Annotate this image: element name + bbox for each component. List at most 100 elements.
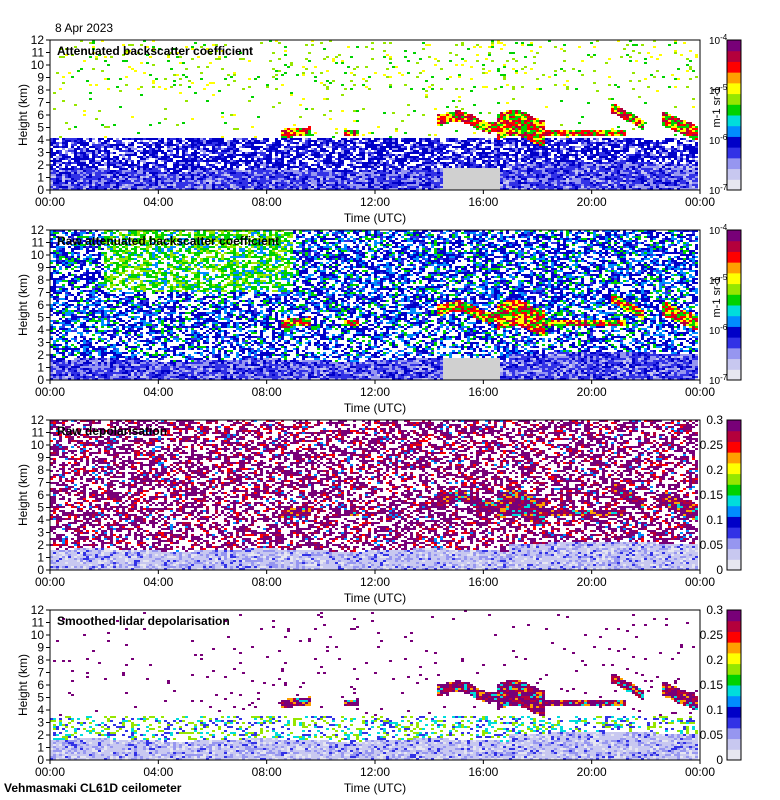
y-tick-label: 10 bbox=[31, 628, 45, 642]
y-tick-label: 2 bbox=[37, 538, 44, 552]
heatmap-panel: Attenuated backscatter coefficient012345… bbox=[16, 33, 742, 225]
y-tick-label: 8 bbox=[37, 463, 44, 477]
x-axis-label: Time (UTC) bbox=[344, 781, 406, 795]
x-tick-label: 16:00 bbox=[468, 765, 498, 779]
colorbar-frame bbox=[726, 229, 742, 381]
colorbar-segment bbox=[727, 93, 741, 105]
colorbar-segment bbox=[727, 262, 741, 274]
colorbar-segment bbox=[727, 347, 741, 360]
heatmap-cells bbox=[50, 420, 698, 570]
colorbar-segment bbox=[727, 230, 741, 242]
colorbar: 10-7 10-6 10-5 10-4 m-1 sr-1 bbox=[709, 223, 742, 387]
panel-title: Attenuated backscatter coefficient bbox=[57, 44, 253, 58]
colorbar-segment bbox=[727, 168, 741, 180]
colorbar-segment bbox=[727, 251, 741, 263]
x-tick-label: 00:00 bbox=[685, 765, 715, 779]
x-tick-label: 16:00 bbox=[468, 195, 498, 209]
colorbar-tick-label: 0 bbox=[716, 753, 723, 767]
y-tick-label: 7 bbox=[37, 286, 44, 300]
colorbar-tick-label: 0.2 bbox=[706, 463, 723, 477]
x-tick-label: 04:00 bbox=[143, 765, 173, 779]
colorbar-segment bbox=[727, 125, 741, 137]
y-tick-label: 9 bbox=[37, 261, 44, 275]
x-tick-label: 00:00 bbox=[685, 195, 715, 209]
y-tick-label: 0 bbox=[37, 753, 44, 767]
y-axis-label: Height (km) bbox=[16, 464, 30, 526]
y-tick-label: 2 bbox=[37, 728, 44, 742]
y-tick-label: 1 bbox=[37, 361, 44, 375]
x-tick-label: 00:00 bbox=[35, 765, 65, 779]
colorbar-segment bbox=[727, 674, 741, 686]
colorbar-segment bbox=[727, 727, 741, 740]
colorbar-segment bbox=[727, 369, 741, 381]
colorbar-segment bbox=[727, 695, 741, 707]
colorbar-segment bbox=[727, 272, 741, 285]
y-tick-label: 8 bbox=[37, 273, 44, 287]
x-tick-label: 12:00 bbox=[360, 195, 390, 209]
colorbar-segment bbox=[727, 452, 741, 464]
y-tick-label: 11 bbox=[32, 46, 45, 60]
colorbar-tick-label: 0.3 bbox=[706, 413, 723, 427]
panel-title: Raw attenuated backscatter coefficient bbox=[57, 234, 279, 248]
y-tick-label: 1 bbox=[37, 551, 44, 565]
y-tick-label: 6 bbox=[37, 678, 44, 692]
x-tick-label: 12:00 bbox=[360, 765, 390, 779]
y-tick-label: 12 bbox=[31, 223, 45, 237]
y-tick-label: 5 bbox=[37, 691, 44, 705]
y-tick-label: 5 bbox=[37, 501, 44, 515]
colorbar-segment bbox=[727, 179, 741, 191]
colorbar-tick-label: 0.1 bbox=[706, 703, 723, 717]
colorbar-segment bbox=[727, 82, 741, 95]
colorbar-tick-label: 0.1 bbox=[706, 513, 723, 527]
y-tick-label: 12 bbox=[31, 33, 45, 47]
colorbar-segment bbox=[727, 104, 741, 116]
colorbar-tick-label: 0.2 bbox=[706, 653, 723, 667]
colorbar-tick-label: 0 bbox=[716, 563, 723, 577]
colorbar-segment bbox=[727, 610, 741, 622]
colorbar-segment bbox=[727, 717, 741, 729]
y-tick-label: 2 bbox=[37, 348, 44, 362]
y-tick-label: 9 bbox=[37, 451, 44, 465]
colorbar-segment bbox=[727, 61, 741, 73]
colorbar-segment bbox=[727, 326, 741, 338]
colorbar-segment bbox=[727, 663, 741, 675]
y-tick-label: 3 bbox=[37, 526, 44, 540]
y-tick-label: 0 bbox=[37, 183, 44, 197]
y-tick-label: 4 bbox=[37, 513, 44, 527]
colorbar-segment bbox=[727, 240, 741, 252]
colorbar-segment bbox=[727, 652, 741, 665]
colorbar-segment bbox=[727, 620, 741, 632]
x-tick-label: 04:00 bbox=[143, 575, 173, 589]
y-tick-label: 5 bbox=[37, 311, 44, 325]
colorbar-segment bbox=[727, 537, 741, 550]
colorbar-segment bbox=[727, 642, 741, 654]
y-axis-label: Height (km) bbox=[16, 654, 30, 716]
y-tick-label: 4 bbox=[37, 133, 44, 147]
colorbar-segment bbox=[727, 420, 741, 432]
x-axis-label: Time (UTC) bbox=[344, 211, 406, 225]
x-tick-label: 20:00 bbox=[577, 385, 607, 399]
y-tick-label: 9 bbox=[37, 71, 44, 85]
x-tick-label: 08:00 bbox=[252, 385, 282, 399]
y-tick-label: 5 bbox=[37, 121, 44, 135]
x-tick-label: 04:00 bbox=[143, 195, 173, 209]
colorbar-segment bbox=[727, 527, 741, 539]
y-tick-label: 7 bbox=[37, 476, 44, 490]
colorbar-tick-label: 10-4 bbox=[709, 33, 728, 47]
colorbar-segment bbox=[727, 505, 741, 517]
colorbar-tick-label: 0.05 bbox=[700, 538, 724, 552]
colorbar-segment bbox=[727, 305, 741, 317]
colorbar-unit-label: m-1 sr-1 bbox=[711, 277, 723, 318]
x-tick-label: 20:00 bbox=[577, 195, 607, 209]
heatmap-panel: Smoothed lidar depolarisation01234567891… bbox=[16, 603, 742, 795]
colorbar-segment bbox=[727, 337, 741, 349]
colorbar-tick-label: 10-7 bbox=[709, 183, 728, 197]
colorbar-segment bbox=[727, 685, 741, 697]
y-tick-label: 6 bbox=[37, 488, 44, 502]
heatmap-panel: Raw depolarisation0123456789101112Height… bbox=[16, 413, 742, 605]
colorbar-tick-label: 10-5 bbox=[709, 273, 728, 287]
colorbar-tick-label: 0.3 bbox=[706, 603, 723, 617]
y-tick-label: 10 bbox=[31, 248, 45, 262]
colorbar-segment bbox=[727, 315, 741, 327]
